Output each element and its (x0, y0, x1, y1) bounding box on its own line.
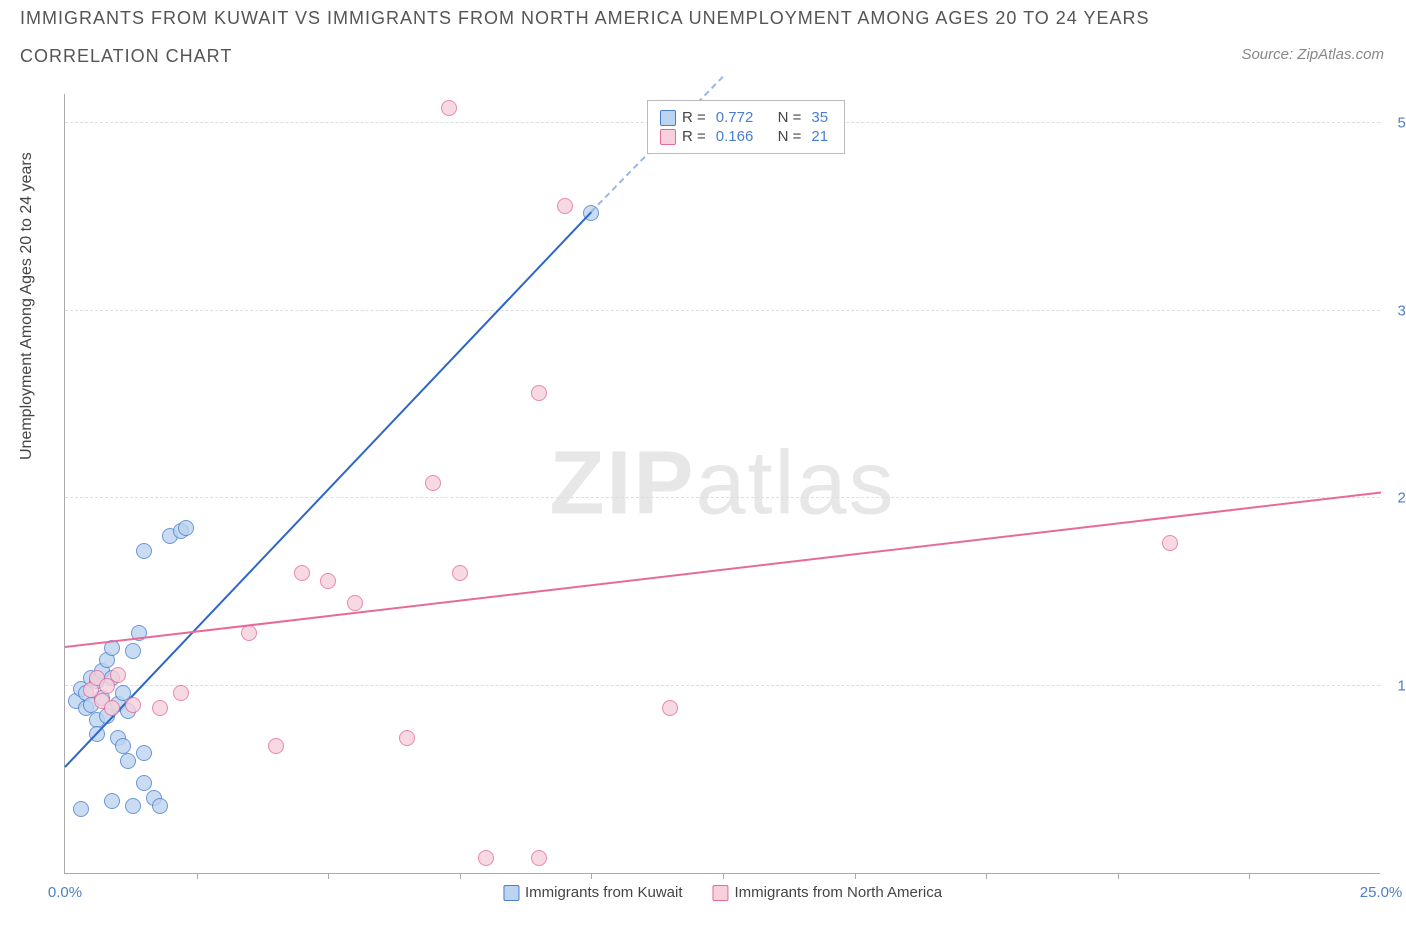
gridline (65, 310, 1380, 311)
scatter-plot-area: ZIPatlas 12.5%25.0%37.5%50.0%0.0%25.0%R … (64, 94, 1380, 874)
y-tick-label: 50.0% (1388, 115, 1406, 132)
scatter-point (557, 198, 573, 214)
scatter-point (152, 798, 168, 814)
scatter-point (452, 565, 468, 581)
x-tick-label: 0.0% (48, 884, 82, 901)
scatter-point (136, 745, 152, 761)
series-legend: Immigrants from Kuwait Immigrants from No… (503, 884, 942, 901)
legend-item: Immigrants from Kuwait (503, 884, 683, 901)
scatter-point (268, 738, 284, 754)
x-tick (723, 873, 724, 879)
x-tick (460, 873, 461, 879)
scatter-point (1162, 535, 1178, 551)
trend-line (65, 492, 1381, 648)
y-tick-label: 37.5% (1388, 302, 1406, 319)
x-tick (328, 873, 329, 879)
watermark: ZIPatlas (549, 432, 895, 535)
x-tick (855, 873, 856, 879)
scatter-point (115, 738, 131, 754)
gridline (65, 685, 1380, 686)
x-tick (986, 873, 987, 879)
legend-swatch (660, 129, 676, 145)
scatter-point (425, 475, 441, 491)
scatter-point (320, 573, 336, 589)
x-tick (1118, 873, 1119, 879)
scatter-point (125, 697, 141, 713)
x-tick (591, 873, 592, 879)
legend-item: Immigrants from North America (713, 884, 943, 901)
scatter-point (399, 730, 415, 746)
legend-swatch (660, 110, 676, 126)
scatter-point (241, 625, 257, 641)
scatter-point (347, 595, 363, 611)
chart-title-line1: IMMIGRANTS FROM KUWAIT VS IMMIGRANTS FRO… (20, 8, 1150, 29)
legend-swatch (503, 885, 519, 901)
scatter-point (531, 385, 547, 401)
x-tick (197, 873, 198, 879)
scatter-point (136, 543, 152, 559)
y-tick-label: 25.0% (1388, 490, 1406, 507)
scatter-point (531, 850, 547, 866)
stats-legend-row: R =0.166 N =21 (660, 128, 832, 145)
x-tick-label: 25.0% (1360, 884, 1403, 901)
scatter-point (110, 667, 126, 683)
gridline (65, 497, 1380, 498)
scatter-point (73, 801, 89, 817)
scatter-point (125, 643, 141, 659)
y-tick-label: 12.5% (1388, 677, 1406, 694)
scatter-point (294, 565, 310, 581)
scatter-point (173, 685, 189, 701)
chart-title-line2: CORRELATION CHART (20, 46, 232, 67)
scatter-point (178, 520, 194, 536)
scatter-point (441, 100, 457, 116)
scatter-point (478, 850, 494, 866)
scatter-point (104, 700, 120, 716)
x-tick (1249, 873, 1250, 879)
scatter-point (104, 793, 120, 809)
legend-label: Immigrants from North America (735, 884, 943, 901)
scatter-point (136, 775, 152, 791)
scatter-point (662, 700, 678, 716)
scatter-point (125, 798, 141, 814)
y-axis-label: Unemployment Among Ages 20 to 24 years (18, 152, 36, 460)
stats-legend-row: R =0.772 N =35 (660, 109, 832, 126)
scatter-point (120, 753, 136, 769)
legend-swatch (713, 885, 729, 901)
legend-label: Immigrants from Kuwait (525, 884, 683, 901)
source-label: Source: ZipAtlas.com (1241, 46, 1384, 63)
stats-legend: R =0.772 N =35 R =0.166 N =21 (647, 100, 845, 154)
scatter-point (152, 700, 168, 716)
